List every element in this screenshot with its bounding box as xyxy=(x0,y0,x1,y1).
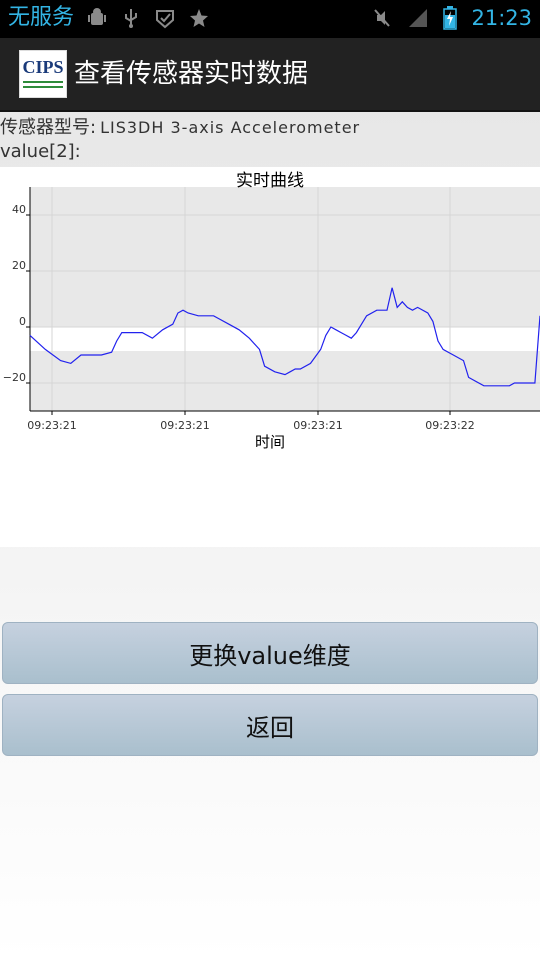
status-bar: 无服务 21:2 xyxy=(0,0,540,38)
star-icon xyxy=(190,9,209,27)
sensor-info: 传感器型号: LIS3DH 3-axis Accelerometer xyxy=(0,113,360,139)
logo-line xyxy=(23,81,63,83)
status-right: 21:23 xyxy=(371,4,532,32)
x-tick-label: 09:23:22 xyxy=(425,419,474,432)
sensor-label: 传感器型号: xyxy=(0,117,97,138)
mute-icon xyxy=(374,9,391,27)
status-left: 无服务 xyxy=(8,4,210,32)
back-button[interactable]: 返回 xyxy=(2,694,538,756)
check-shield-icon xyxy=(156,10,175,29)
logo-text: CIPS xyxy=(22,57,64,77)
y-tick-label: 0 xyxy=(19,315,26,328)
chart-panel: 40 20 0 −20 09:23:21 09:23:21 09:23:21 09:23:2… xyxy=(0,167,540,547)
sensor-model: LIS3DH 3-axis Accelerometer xyxy=(100,118,361,137)
usb-icon xyxy=(125,9,138,28)
android-debug-icon xyxy=(88,8,107,25)
signal-icon xyxy=(409,9,428,27)
y-tick-label: 20 xyxy=(12,259,26,272)
x-tick-label: 09:23:21 xyxy=(293,419,342,432)
y-tick-label: 40 xyxy=(12,203,26,216)
value-label: value[2]: xyxy=(0,141,81,162)
y-axis-ticks: 40 20 0 −20 xyxy=(3,203,30,384)
chart-title: 实时曲线 xyxy=(236,171,304,191)
x-axis-label: 时间 xyxy=(255,433,285,451)
carrier-text: 无服务 xyxy=(8,5,75,30)
battery-charging-icon xyxy=(443,6,458,30)
y-tick-label: −20 xyxy=(3,371,26,384)
series-group xyxy=(29,287,540,387)
logo-line xyxy=(23,86,63,88)
x-tick-label: 09:23:21 xyxy=(27,419,76,432)
plot-area xyxy=(30,187,540,411)
clock: 21:23 xyxy=(471,6,532,30)
plot-area-lower xyxy=(30,327,540,351)
grid-lines xyxy=(30,187,540,411)
series-line xyxy=(29,287,540,387)
x-axis-ticks: 09:23:21 09:23:21 09:23:21 09:23:22 xyxy=(27,411,475,432)
app-logo[interactable]: CIPS xyxy=(19,50,67,98)
x-tick-label: 09:23:21 xyxy=(160,419,209,432)
change-dimension-button[interactable]: 更换value维度 xyxy=(2,622,538,684)
page-title: 查看传感器实时数据 xyxy=(74,59,309,89)
action-bar: CIPS 查看传感器实时数据 xyxy=(0,38,540,112)
